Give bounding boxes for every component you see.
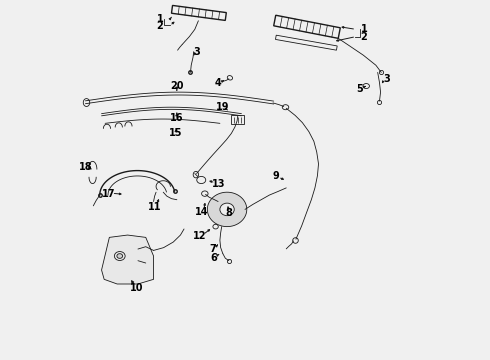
Text: 4: 4	[215, 78, 221, 88]
Ellipse shape	[117, 254, 122, 258]
Text: 2: 2	[157, 21, 163, 31]
Text: 18: 18	[79, 162, 93, 172]
Text: 10: 10	[130, 283, 144, 293]
Ellipse shape	[220, 203, 234, 216]
Text: 5: 5	[356, 84, 363, 94]
Text: 7: 7	[209, 244, 216, 254]
Text: 11: 11	[148, 202, 161, 212]
Text: 3: 3	[193, 47, 200, 57]
Text: 19: 19	[216, 102, 229, 112]
Text: 3: 3	[384, 74, 391, 84]
Text: 1: 1	[361, 24, 368, 35]
Text: 9: 9	[272, 171, 279, 181]
Text: 15: 15	[170, 128, 183, 138]
Text: 1: 1	[157, 14, 163, 24]
Polygon shape	[207, 192, 247, 226]
Text: 13: 13	[212, 179, 225, 189]
Text: 12: 12	[194, 231, 207, 241]
Text: 14: 14	[195, 207, 208, 217]
Text: 16: 16	[170, 113, 184, 123]
Polygon shape	[101, 235, 153, 284]
Text: 2: 2	[361, 32, 368, 41]
Text: 8: 8	[225, 208, 232, 218]
Text: 20: 20	[170, 81, 184, 91]
Text: 17: 17	[102, 189, 116, 199]
Text: 6: 6	[210, 253, 217, 263]
